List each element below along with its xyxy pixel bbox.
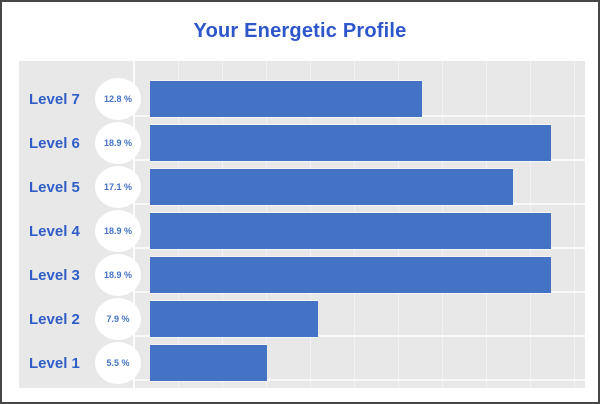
- percentage-value: 18.9 %: [103, 138, 133, 148]
- category-label: Level 1: [29, 354, 80, 372]
- percentage-badge: 17.1 %: [95, 166, 141, 208]
- chart-row: Level 6 18.9 %: [19, 121, 585, 165]
- bar-track: [150, 253, 585, 297]
- chart-row: Level 5 17.1 %: [19, 165, 585, 209]
- chart-row: Level 1 5.5 %: [19, 341, 585, 385]
- chart-row: Level 3 18.9 %: [19, 253, 585, 297]
- bar-track: [150, 209, 585, 253]
- percentage-value: 5.5 %: [106, 358, 130, 368]
- percentage-value: 18.9 %: [103, 226, 133, 236]
- plot-panel: Level 7 12.8 % Level 6 18.9 % Level 5 17…: [19, 61, 585, 388]
- chart-row: Level 4 18.9 %: [19, 209, 585, 253]
- chart-row: Level 2 7.9 %: [19, 297, 585, 341]
- percentage-badge: 18.9 %: [95, 122, 141, 164]
- bar-track: [150, 341, 585, 385]
- bar: [150, 345, 267, 381]
- chart-row: Level 7 12.8 %: [19, 77, 585, 121]
- bar: [150, 213, 552, 249]
- category-label: Level 3: [29, 266, 80, 284]
- category-label: Level 6: [29, 134, 80, 152]
- percentage-value: 18.9 %: [103, 270, 133, 280]
- bar-track: [150, 297, 585, 341]
- bar-rows: Level 7 12.8 % Level 6 18.9 % Level 5 17…: [19, 77, 585, 385]
- bar-track: [150, 77, 585, 121]
- percentage-badge: 18.9 %: [95, 210, 141, 252]
- category-label: Level 2: [29, 310, 80, 328]
- category-label: Level 4: [29, 222, 80, 240]
- category-label: Level 7: [29, 90, 80, 108]
- category-label: Level 5: [29, 178, 80, 196]
- percentage-value: 12.8 %: [103, 94, 133, 104]
- percentage-value: 17.1 %: [103, 182, 133, 192]
- bar: [150, 125, 552, 161]
- bar: [150, 169, 513, 205]
- percentage-badge: 18.9 %: [95, 254, 141, 296]
- bar: [150, 301, 318, 337]
- percentage-badge: 7.9 %: [95, 298, 141, 340]
- percentage-badge: 12.8 %: [95, 78, 141, 120]
- chart-title: Your Energetic Profile: [193, 20, 407, 42]
- bar-track: [150, 165, 585, 209]
- percentage-value: 7.9 %: [106, 314, 130, 324]
- bar: [150, 81, 422, 117]
- bar: [150, 257, 552, 293]
- percentage-badge: 5.5 %: [95, 342, 141, 384]
- bar-track: [150, 121, 585, 165]
